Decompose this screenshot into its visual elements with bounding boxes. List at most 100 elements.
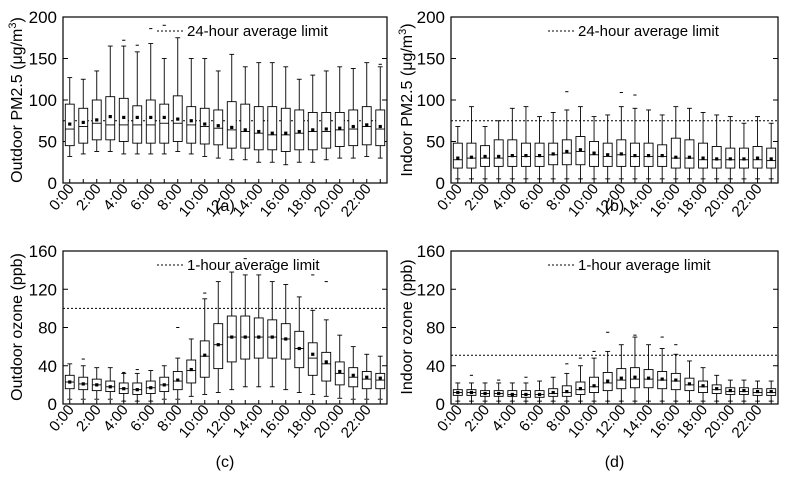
box-hour-19 — [711, 114, 722, 180]
x-tick-label: 2:00 — [73, 402, 105, 435]
x-tick-label: 4:00 — [489, 402, 521, 435]
x-tick-label: 6:00 — [127, 181, 159, 214]
y-tick-label: 200 — [29, 8, 57, 27]
box-iqr — [199, 340, 210, 378]
mean-marker — [216, 124, 220, 128]
y-axis-label-part: Indoor ozone (ppb) — [399, 259, 416, 394]
box-hour-11 — [213, 70, 224, 159]
mean-marker — [592, 151, 596, 155]
mean-marker — [674, 155, 678, 159]
mean-marker — [728, 157, 732, 161]
y-tick-label: 0 — [48, 395, 57, 414]
box-hour-12 — [616, 344, 627, 402]
box-hour-3 — [493, 120, 504, 180]
y-tick-label: 40 — [38, 357, 57, 376]
box-iqr — [226, 315, 237, 363]
box-hour-18 — [307, 309, 318, 395]
box-iqr — [145, 99, 156, 144]
box-hour-21 — [738, 379, 749, 402]
mean-marker — [351, 124, 355, 129]
mean-marker — [742, 389, 746, 393]
y-axis-label: Indoor PM2.5 (μg/m3) — [397, 23, 416, 176]
x-tick-label: 16:00 — [647, 181, 684, 221]
box-hour-5 — [132, 372, 143, 402]
box-hour-5 — [520, 106, 531, 180]
mean-marker — [68, 380, 72, 384]
box-hour-15 — [267, 62, 278, 163]
panel-caption: (d) — [605, 454, 625, 471]
box-iqr — [186, 359, 197, 384]
box-hour-11 — [213, 281, 224, 393]
mean-marker — [122, 115, 126, 120]
box-hour-20 — [334, 66, 345, 159]
box-hour-1 — [78, 78, 89, 155]
mean-marker — [149, 386, 153, 390]
box-iqr — [684, 139, 695, 169]
mean-marker — [311, 352, 315, 356]
box-hour-22 — [752, 380, 763, 402]
box-iqr — [698, 142, 709, 169]
box-hour-0 — [452, 126, 463, 180]
panel-b: 0501001502000:002:004:006:008:0010:0012:… — [397, 8, 779, 221]
mean-marker — [122, 387, 126, 391]
mean-marker — [338, 126, 342, 130]
x-tick-label: 14:00 — [619, 402, 656, 442]
box-hour-14 — [643, 109, 654, 180]
box-hour-3 — [105, 45, 116, 152]
box-hour-23 — [766, 380, 777, 402]
mean-marker — [176, 378, 180, 382]
x-tick-label: 22:00 — [728, 181, 765, 221]
x-tick-label: 22:00 — [338, 402, 375, 442]
box-hour-8 — [172, 37, 183, 152]
y-axis-label-superscript: 3 — [7, 23, 19, 29]
y-axis-label-part: Outdoor PM2.5 (μg/m — [9, 29, 26, 183]
mean-marker — [742, 157, 746, 161]
box-iqr — [280, 107, 291, 152]
x-tick-label: 6:00 — [516, 181, 548, 214]
box-hour-5 — [132, 51, 143, 155]
box-hour-0 — [64, 77, 75, 157]
box-hour-14 — [253, 62, 264, 163]
box-hour-13 — [240, 66, 251, 161]
box-hour-2 — [480, 382, 491, 402]
x-tick-label: 20:00 — [701, 181, 738, 221]
mean-marker — [619, 152, 623, 156]
box-hour-23 — [766, 122, 777, 180]
y-tick-label: 200 — [417, 8, 445, 27]
mean-marker — [646, 376, 651, 380]
mean-marker — [162, 383, 166, 387]
x-tick-label: 16:00 — [647, 402, 684, 442]
mean-marker — [578, 387, 583, 391]
panel-c: 040801201600:002:004:006:008:0010:0012:0… — [9, 242, 388, 471]
mean-marker — [728, 389, 732, 393]
x-tick-label: 10:00 — [565, 181, 602, 221]
mean-marker — [135, 115, 139, 120]
mean-marker — [216, 343, 220, 347]
legend-label: 1-hour average limit — [187, 257, 320, 274]
y-tick-label: 120 — [417, 280, 445, 299]
box-hour-9 — [575, 365, 586, 402]
mean-marker — [715, 157, 719, 161]
box-iqr — [118, 97, 129, 142]
x-tick-label: 6:00 — [516, 402, 548, 435]
mean-marker — [660, 377, 664, 381]
box-hour-6 — [534, 116, 545, 180]
box-hour-9 — [575, 106, 586, 180]
box-hour-14 — [253, 274, 264, 388]
box-hour-16 — [670, 353, 681, 402]
box-hour-5 — [520, 382, 531, 402]
y-axis-label-part: ) — [399, 23, 416, 28]
mean-marker — [456, 156, 460, 160]
box-iqr — [321, 351, 332, 382]
y-axis-label-part: Outdoor ozone (ppb) — [9, 253, 26, 401]
mean-marker — [469, 390, 474, 395]
x-tick-label: 22:00 — [728, 402, 765, 442]
box-hour-2 — [91, 367, 102, 400]
panel-a: 0501001502000:002:004:006:008:0010:0012:… — [7, 8, 388, 221]
x-tick-label: 22:00 — [338, 181, 375, 221]
x-tick-label: 18:00 — [674, 181, 711, 221]
y-tick-label: 50 — [426, 133, 445, 152]
y-tick-label: 120 — [29, 280, 57, 299]
mean-marker — [162, 115, 166, 120]
